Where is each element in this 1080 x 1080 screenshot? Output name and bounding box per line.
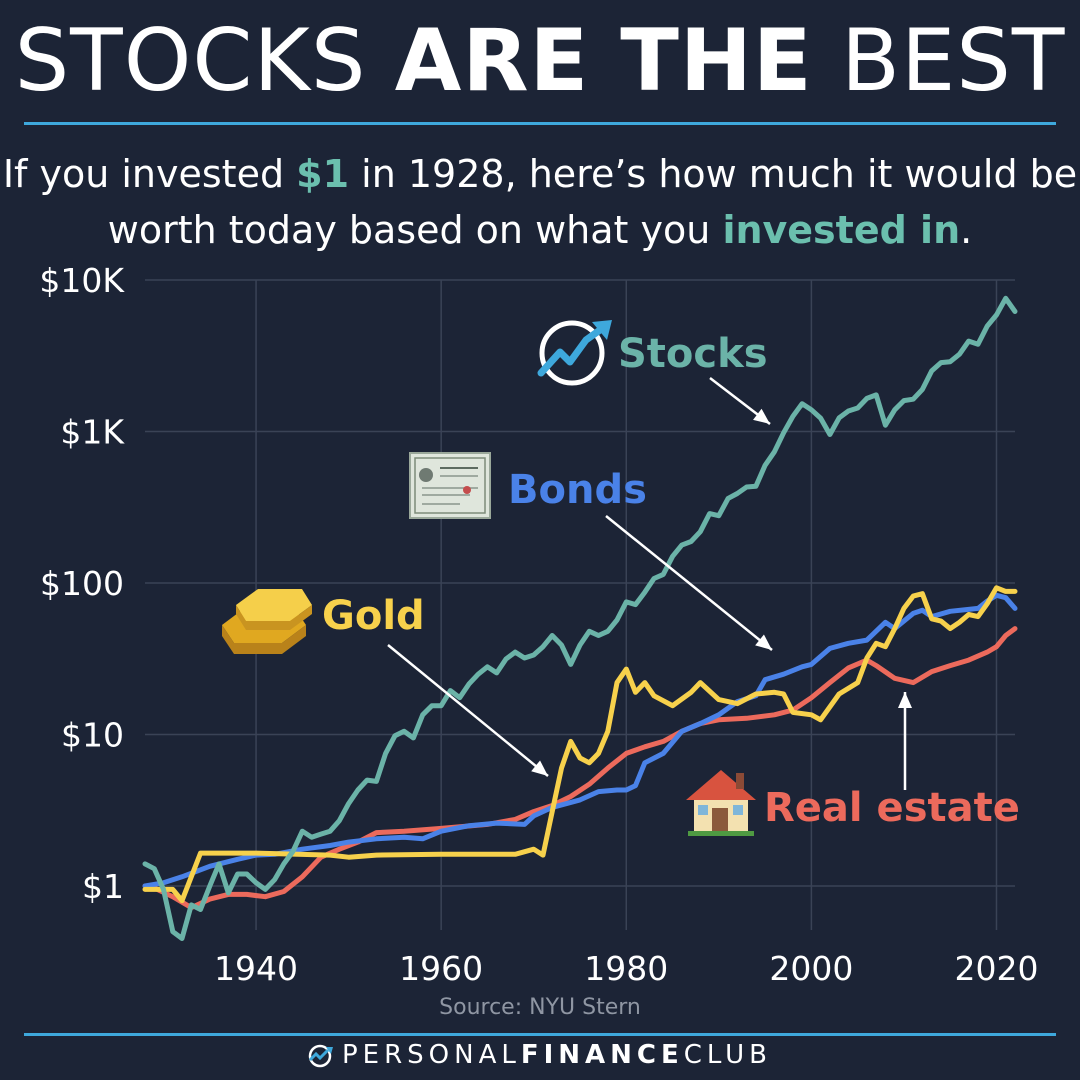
subtitle-text-b: in 1928, here’s how much it would be [349,152,1078,196]
gold-bars-icon [222,589,312,654]
x-tick-label: 1980 [584,949,668,988]
series-line-real-estate [142,626,1018,911]
series-line-stocks [142,295,1018,941]
subtitle-text-d: . [960,208,973,252]
x-tick-label: 2020 [954,949,1038,988]
x-tick-label: 1960 [399,949,483,988]
real-estate-annotation: Real estate [686,770,1020,836]
bonds-arrow [605,515,773,651]
bottom-divider [24,1033,1056,1036]
title-part-2: ARE THE [394,11,813,111]
house-icon [686,770,756,836]
brand-finance: FINANCE [520,1040,684,1070]
brand-footer: PERSONALFINANCECLUB [0,1040,1080,1070]
brand-club: CLUB [683,1040,772,1070]
subtitle-text-a: If you invested [2,152,297,196]
bonds-annotation: Bonds [409,452,647,519]
x-tick-label: 1940 [214,949,298,988]
series-line-bonds [142,592,1018,889]
title-part-3: BEST [812,11,1066,111]
stocks-chart-icon [537,320,612,386]
x-tick-label: 2000 [769,949,853,988]
subtitle: If you invested $1 in 1928, here’s how m… [0,146,1080,258]
real-estate-arrow [898,692,912,790]
source-note: Source: NYU Stern [439,995,641,1020]
y-tick-label: $1K [60,413,125,452]
stocks-annotation: Stocks [537,320,768,386]
stocks-arrow [709,377,771,425]
gold-arrow [387,644,549,777]
page-title: STOCKS ARE THE BEST [0,6,1080,116]
series-line-gold [142,585,1018,904]
real-estate-label: Real estate [764,785,1020,831]
y-tick-label: $10K [39,261,125,300]
stocks-label: Stocks [618,331,768,377]
subtitle-text-c: worth today based on what you [107,208,723,252]
bond-certificate-icon [409,452,491,519]
brand-logo-icon [308,1044,333,1067]
y-tick-label: $10 [61,716,124,755]
title-part-1: STOCKS [14,11,395,111]
gold-annotation: Gold [222,589,425,654]
y-axis-ticks: $1 $10 $100 $1K $10K [39,261,125,906]
subtitle-money: $1 [296,152,350,196]
subtitle-line-2: worth today based on what you invested i… [0,202,1080,258]
gold-label: Gold [322,593,425,639]
subtitle-highlight: invested in [722,208,961,252]
brand-personal: PERSONAL [341,1040,521,1070]
bonds-label: Bonds [508,467,647,513]
chart-series [142,295,1018,941]
y-tick-label: $100 [40,564,124,603]
annotation-arrows [387,377,912,790]
subtitle-line-1: If you invested $1 in 1928, here’s how m… [0,146,1080,202]
top-divider [24,122,1056,125]
y-tick-label: $1 [82,867,124,906]
x-axis-ticks: 1940 1960 1980 2000 2020 [214,949,1038,988]
